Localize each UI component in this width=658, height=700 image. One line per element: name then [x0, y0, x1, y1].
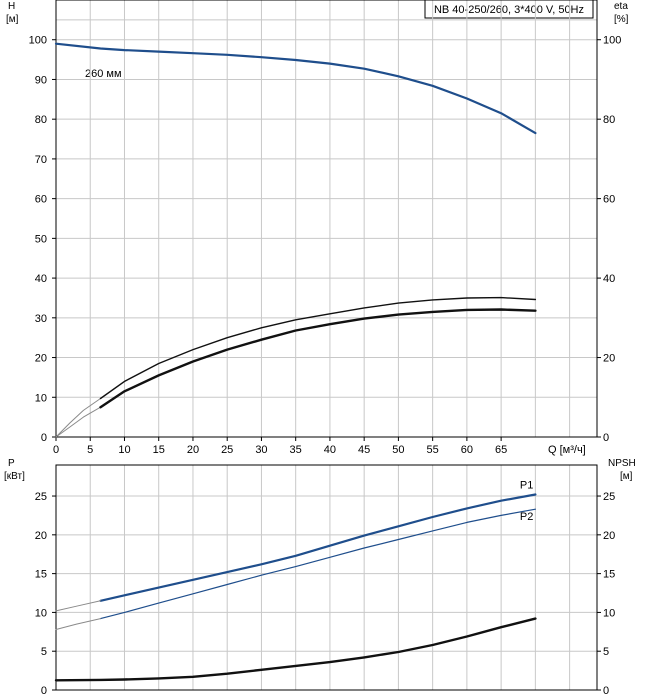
series-line-0-2 — [55, 406, 101, 438]
left-tick-label: 40 — [35, 273, 47, 285]
left-tick-label: 0 — [41, 432, 47, 444]
x-tick-label: 20 — [187, 444, 199, 456]
right-tick-label: 0 — [603, 432, 609, 444]
left-tick-label: 100 — [29, 35, 47, 47]
right-tick-label: 5 — [603, 646, 609, 658]
x-tick-label: 0 — [53, 444, 59, 456]
right-tick-label: 80 — [603, 114, 615, 126]
right-tick-label: 60 — [603, 194, 615, 206]
left-tick-label: 25 — [35, 491, 47, 503]
right-tick-label: 0 — [603, 685, 609, 697]
x-tick-label: 65 — [495, 444, 507, 456]
title-text: NB 40-250/260, 3*400 V, 50Hz — [434, 4, 584, 16]
series-labels: P1 P2 — [520, 479, 533, 523]
left-tick-label: 15 — [35, 569, 47, 581]
series-line-p2 — [99, 508, 537, 620]
bottom-right-axis-label-1: NPSH — [608, 458, 636, 469]
left-tick-label: 10 — [35, 392, 47, 404]
x-tick-label: 30 — [255, 444, 267, 456]
x-tick-label: 25 — [221, 444, 233, 456]
bottom-right-axis-label-2: [м] — [620, 471, 633, 482]
x-tick-label: 15 — [153, 444, 165, 456]
bottom-panel-series — [54, 493, 537, 682]
title-box: NB 40-250/260, 3*400 V, 50Hz — [424, 0, 594, 19]
series-label-p1: P1 — [520, 479, 533, 491]
bottom-panel-grid — [55, 464, 598, 691]
bottom-left-axis-label-1: P — [8, 458, 15, 469]
x-tick-label: 45 — [358, 444, 370, 456]
series-line-0-3 — [99, 296, 537, 400]
left-tick-label: 80 — [35, 114, 47, 126]
top-left-axis-label-2: [м] — [6, 14, 19, 25]
left-tick-label: 50 — [35, 233, 47, 245]
left-tick-label: 30 — [35, 313, 47, 325]
right-tick-label: 25 — [603, 491, 615, 503]
x-tick-label: 60 — [461, 444, 473, 456]
series-label-p2: P2 — [520, 511, 533, 523]
top-panel-ticks: 0 10 20 30 40 50 60 70 80 90 100 0 20 40 60 80 100 0 5 10 15… — [29, 35, 622, 456]
series-line-1-3 — [55, 618, 101, 630]
right-tick-label: 40 — [603, 273, 615, 285]
left-tick-label: 90 — [35, 74, 47, 86]
series-line-0-0 — [54, 42, 537, 135]
top-left-axis-label-1: H — [8, 1, 15, 12]
right-tick-label: 15 — [603, 569, 615, 581]
x-tick-label: 35 — [290, 444, 302, 456]
series-line-0-1 — [55, 398, 101, 438]
top-panel-series — [54, 42, 537, 438]
right-tick-label: 100 — [603, 35, 621, 47]
left-tick-label: 60 — [35, 194, 47, 206]
left-tick-label: 5 — [41, 646, 47, 658]
right-tick-label: 20 — [603, 353, 615, 365]
left-tick-label: 20 — [35, 353, 47, 365]
plot-frame — [55, 464, 598, 691]
impeller-diameter-annotation: 260 мм — [85, 68, 122, 80]
top-right-axis-label-1: eta — [614, 1, 628, 12]
right-tick-label: 20 — [603, 530, 615, 542]
bottom-left-axis-label-2: [кВт] — [4, 471, 25, 482]
right-tick-label: 10 — [603, 607, 615, 619]
x-tick-label: 55 — [427, 444, 439, 456]
left-tick-label: 70 — [35, 154, 47, 166]
series-line-p1 — [99, 493, 537, 602]
left-tick-label: 20 — [35, 530, 47, 542]
plot-frame — [55, 0, 598, 438]
top-right-axis-label-2: [%] — [614, 14, 629, 25]
top-panel-grid — [55, 0, 598, 438]
series-line-0-4 — [99, 308, 537, 409]
left-tick-label: 0 — [41, 685, 47, 697]
x-tick-label: 40 — [324, 444, 336, 456]
x-tick-label: 5 — [87, 444, 93, 456]
x-tick-label: 50 — [392, 444, 404, 456]
x-axis-label: Q [м³/ч] — [548, 444, 586, 456]
bottom-panel-ticks: 0 5 10 15 20 25 0 5 10 15 20 25 — [35, 491, 616, 697]
series-line-1-4 — [54, 617, 537, 682]
x-tick-label: 10 — [118, 444, 130, 456]
left-tick-label: 10 — [35, 607, 47, 619]
series-line-1-1 — [55, 600, 101, 612]
